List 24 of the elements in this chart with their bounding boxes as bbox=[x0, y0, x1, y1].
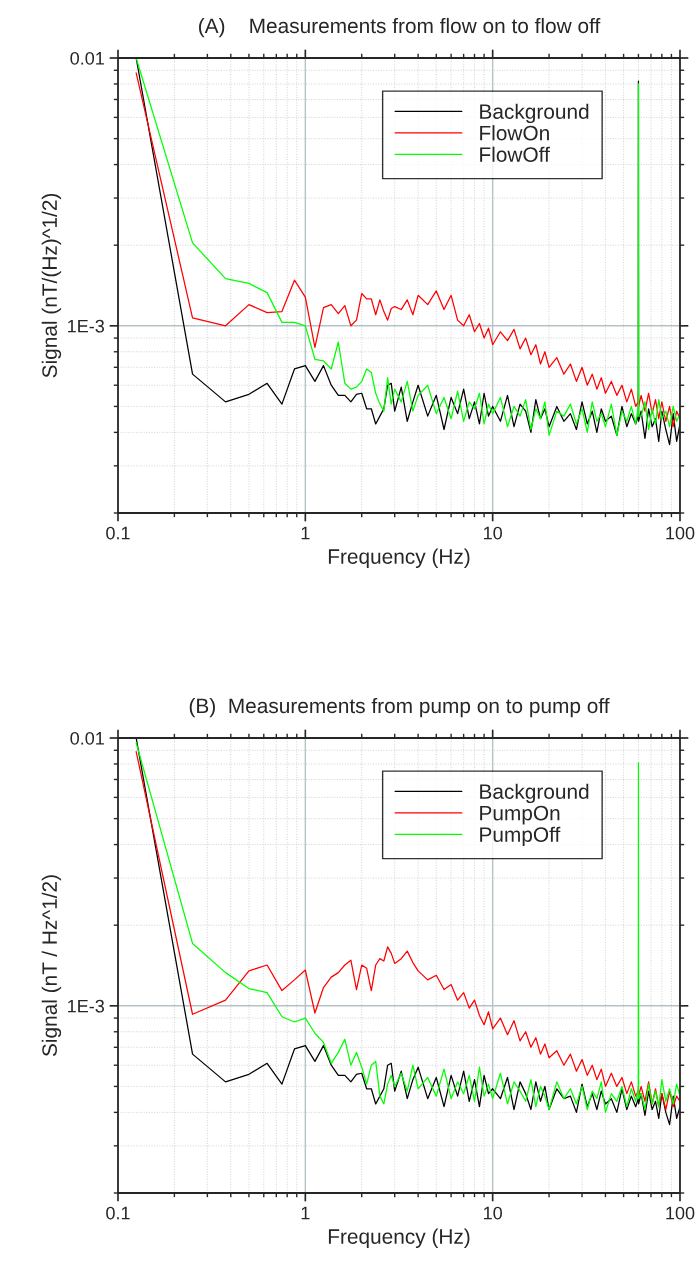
y-tick-label: 1E-3 bbox=[68, 319, 105, 333]
x-tick-label: 10 bbox=[484, 526, 502, 540]
x-tick-label: 100 bbox=[666, 526, 695, 540]
x-axis-title: Frequency (Hz) bbox=[328, 548, 470, 568]
legend-label: FlowOff bbox=[480, 146, 550, 162]
x-tick-label: 0.1 bbox=[106, 1206, 130, 1220]
y-tick-label: 0.01 bbox=[70, 51, 104, 65]
x-tick-label: 10 bbox=[484, 1206, 502, 1220]
legend-label: Background bbox=[480, 103, 589, 124]
y-tick-label: 0.01 bbox=[70, 731, 104, 745]
chart-title: (B) Measurements from pump on to pump off bbox=[189, 697, 610, 718]
x-tick-label: 1 bbox=[301, 526, 310, 540]
y-tick-label: 1E-3 bbox=[68, 999, 105, 1013]
x-tick-label: 100 bbox=[666, 1206, 695, 1220]
legend-label: FlowOn bbox=[480, 125, 549, 141]
y-axis-title: Signal (nT/(Hz)^1/2) bbox=[41, 193, 62, 378]
x-tick-label: 1 bbox=[301, 1206, 310, 1220]
y-axis-title: Signal (nT / Hz^1/2) bbox=[41, 875, 62, 1057]
legend-label: PumpOn bbox=[480, 805, 560, 825]
x-axis-title: Frequency (Hz) bbox=[328, 1228, 470, 1248]
x-tick-label: 0.1 bbox=[106, 526, 130, 540]
legend-label: Background bbox=[480, 783, 589, 804]
legend-label: PumpOff bbox=[480, 826, 561, 847]
chart-title: (A) Measurements from flow on to flow off bbox=[199, 17, 601, 38]
